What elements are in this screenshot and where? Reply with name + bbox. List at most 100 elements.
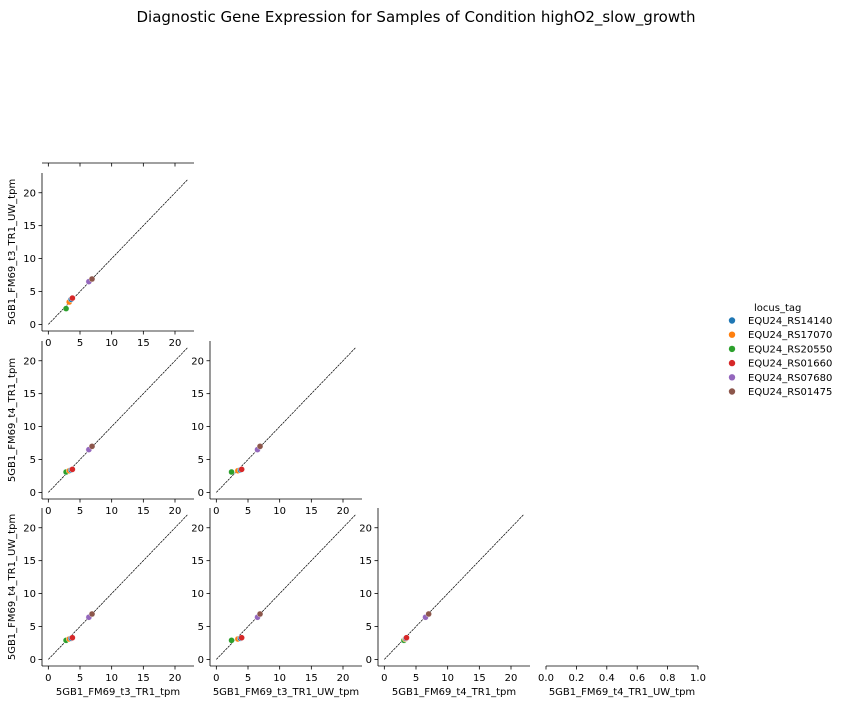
x-tick-label: 15 (137, 673, 150, 684)
x-tick-label: 10 (441, 673, 454, 684)
x-tick-label: 5 (413, 673, 419, 684)
y-tick-label: 10 (23, 254, 36, 265)
y-tick-label: 0 (198, 655, 204, 666)
data-point-equ24-rs20550 (228, 468, 235, 476)
x-tick-label: 1.0 (690, 673, 706, 684)
x-axis-label: 5GB1_FM69_t3_TR1_tpm (56, 687, 180, 698)
y-tick-label: 15 (191, 556, 204, 567)
x-axis-label: 5GB1_FM69_t4_TR1_UW_tpm (549, 687, 695, 698)
x-tick-label: 15 (305, 506, 318, 517)
y-tick-label: 0 (198, 488, 204, 499)
data-point-equ24-rs01660 (69, 634, 76, 641)
x-tick-label: 0.6 (629, 673, 645, 684)
x-tick-label: 5 (77, 338, 83, 349)
y-axis-label: 5GB1_FM69_t3_TR1_UW_tpm (7, 179, 18, 325)
data-point-equ24-rs20550 (228, 637, 235, 644)
x-tick-label: 10 (105, 506, 118, 517)
scatter-panel-r2-c1: 00 5 5 10 10 15 15 20 20 (191, 341, 362, 517)
y-tick-label: 15 (23, 556, 36, 567)
scatter-panel-r3-c1: 0 0 5 5 10 10 15 15 20 20 5GB1_FM69_t3_TR1_UW_tpm (191, 508, 362, 698)
y-tick-label: 15 (23, 389, 36, 400)
y-tick-label: 0 (366, 655, 372, 666)
legend-label: EQU24_RS20550 (748, 344, 832, 355)
data-point-equ24-rs01475 (256, 443, 264, 450)
y-tick-label: 20 (191, 356, 204, 367)
y-axis-label: 5GB1_FM69_t4_TR1_UW_tpm (7, 514, 18, 660)
y-tick-label: 10 (191, 422, 204, 433)
y-tick-label: 0 (30, 488, 36, 499)
x-tick-label: 15 (137, 506, 150, 517)
scatter-panel-r1-c0: 00 5 5 10 10 15 15 20 20 5GB1_FM69_t3_TR1_UW_tpm (7, 173, 194, 349)
x-tick-label: 0 (213, 506, 219, 517)
legend-label: EQU24_RS17070 (748, 330, 832, 341)
legend-marker-equ24-rs01660 (728, 359, 736, 367)
legend-marker-equ24-rs01475 (728, 388, 736, 395)
data-point-equ24-rs01475 (256, 610, 264, 618)
data-point-equ24-rs01475 (425, 610, 432, 618)
legend-label: EQU24_RS14140 (748, 316, 832, 327)
legend-marker-equ24-rs07680 (728, 374, 736, 381)
data-point-equ24-rs01660 (69, 466, 76, 473)
x-tick-label: 10 (105, 673, 118, 684)
y-tick-label: 5 (30, 622, 36, 633)
y-tick-label: 0 (30, 655, 36, 666)
x-axis-label: 5GB1_FM69_t3_TR1_UW_tpm (213, 687, 359, 698)
x-tick-label: 0 (381, 673, 387, 684)
y-tick-label: 15 (191, 389, 204, 400)
y-tick-label: 20 (23, 523, 36, 534)
x-tick-label: 15 (473, 673, 486, 684)
x-tick-label: 10 (273, 506, 286, 517)
x-tick-label: 20 (337, 506, 350, 517)
scatter-panel-r3-c0: 00551010151520205GB1_FM69_t4_TR1_UW_tpm5… (7, 508, 194, 698)
empty-panel-axis: 0.0 0.2 0.4 0.6 0.8 1.0 5GB1_FM69_t4_TR1_UW_tp… (538, 665, 706, 698)
x-tick-label: 20 (337, 673, 350, 684)
x-tick-label: 0.8 (660, 673, 676, 684)
y-tick-label: 5 (366, 622, 372, 633)
y-tick-label: 10 (23, 589, 36, 600)
y-tick-label: 15 (359, 556, 372, 567)
y-tick-label: 10 (23, 422, 36, 433)
x-tick-label: 5 (245, 673, 251, 684)
y-tick-label: 10 (191, 589, 204, 600)
x-tick-label: 20 (169, 673, 182, 684)
x-tick-label: 20 (169, 506, 182, 517)
x-tick-label: 0 (45, 506, 51, 517)
x-tick-label: 0 (45, 673, 51, 684)
x-tick-label: 5 (77, 673, 83, 684)
top-marginal-axis (42, 162, 194, 167)
data-point-equ24-rs01475 (88, 275, 96, 283)
x-tick-label: 10 (105, 338, 118, 349)
y-tick-label: 20 (359, 523, 372, 534)
y-axis-label: 5GB1_FM69_t4_TR1_tpm (7, 358, 18, 482)
y-tick-label: 20 (191, 523, 204, 534)
data-point-equ24-rs01475 (88, 443, 96, 450)
data-point-equ24-rs01660 (403, 634, 410, 641)
x-tick-label: 20 (505, 673, 518, 684)
panels-layer: 00551010151520205GB1_FM69_t3_TR1_UW_tpm0… (7, 162, 706, 698)
y-tick-label: 5 (30, 455, 36, 466)
data-point-equ24-rs20550 (62, 305, 70, 312)
x-tick-label: 0 (45, 338, 51, 349)
x-tick-label: 0.0 (538, 673, 554, 684)
y-tick-label: 20 (23, 356, 36, 367)
legend-label: EQU24_RS01475 (748, 387, 832, 398)
y-tick-label: 20 (23, 188, 36, 199)
x-tick-label: 15 (305, 673, 318, 684)
legend-marker-equ24-rs17070 (728, 331, 736, 338)
y-tick-label: 10 (359, 589, 372, 600)
x-tick-label: 15 (137, 338, 150, 349)
x-tick-label: 10 (273, 673, 286, 684)
data-point-equ24-rs01475 (88, 610, 96, 618)
x-tick-label: 5 (77, 506, 83, 517)
scatter-panel-r3-c2: 00 5 5 10 10 15 15 20 20 5GB1_FM69_t4_TR1_tpm (359, 508, 530, 698)
x-tick-label: 20 (169, 338, 182, 349)
x-tick-label: 5 (245, 506, 251, 517)
legend-title: locus_tag (754, 303, 801, 314)
y-tick-label: 0 (30, 320, 36, 331)
legend: locus_tag EQU24_RS14140 EQU24_RS17070 EQU2… (728, 303, 832, 398)
legend-label: EQU24_RS01660 (748, 359, 832, 370)
x-axis-label: 5GB1_FM69_t4_TR1_tpm (392, 687, 516, 698)
data-point-equ24-rs01660 (69, 294, 76, 302)
